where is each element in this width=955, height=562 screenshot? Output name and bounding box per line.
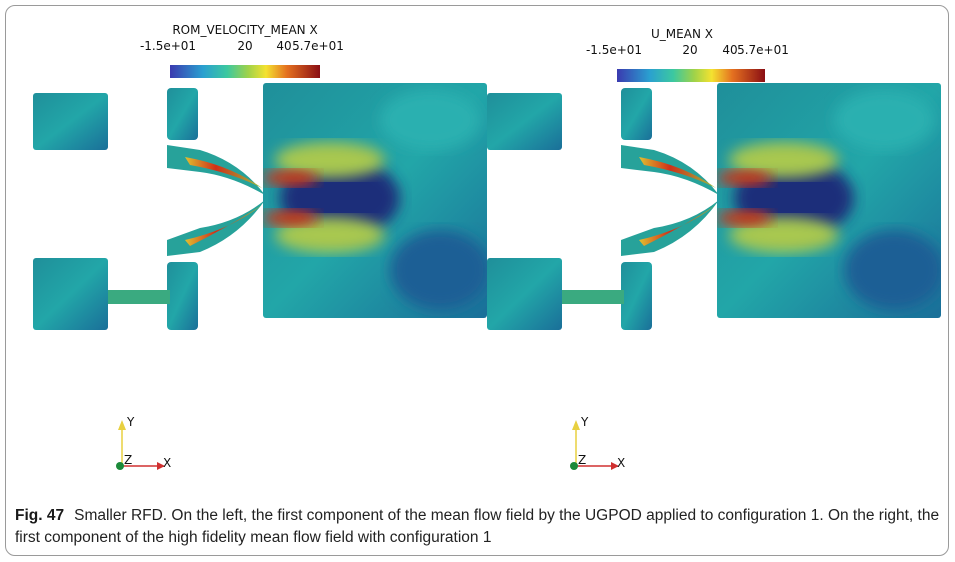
colorbar-tick: -1.5e+01: [586, 43, 642, 57]
figure-frame: [5, 5, 949, 556]
colorbar-title: U_MEAN X: [651, 27, 713, 41]
colorbar-tick: 20: [237, 39, 252, 53]
caption-text: Smaller RFD. On the left, the first comp…: [15, 507, 940, 546]
colorbar-title: ROM_VELOCITY_MEAN X: [172, 23, 317, 37]
colorbar-tick: 20: [682, 43, 697, 57]
colorbar-tick: 40: [722, 43, 737, 57]
axes-triad: Y Z X: [570, 415, 625, 470]
colorbar: [170, 65, 320, 78]
colorbar-tick: 40: [276, 39, 291, 53]
axis-label: X: [617, 456, 625, 470]
axis-label: X: [163, 456, 171, 470]
flow-field-right: [487, 83, 944, 330]
caption-label: Fig. 47: [15, 507, 65, 524]
axes-triad: Y Z X: [116, 415, 171, 470]
caption: Fig. 47 Smaller RFD. On the left, the fir…: [15, 505, 945, 549]
colorbar: [617, 69, 765, 82]
colorbar-tick: -1.5e+01: [140, 39, 196, 53]
axis-label: Z: [124, 453, 132, 467]
axis-label: Y: [580, 415, 589, 429]
axis-label: Y: [126, 415, 135, 429]
colorbar-tick: 5.7e+01: [737, 43, 789, 57]
axis-label: Z: [578, 453, 586, 467]
colorbar-tick: 5.7e+01: [292, 39, 344, 53]
figure: ROM_VELOCITY_MEAN X -1.5e+01 20 40 5.7e+…: [0, 23, 955, 470]
flow-field-left: [33, 83, 490, 330]
